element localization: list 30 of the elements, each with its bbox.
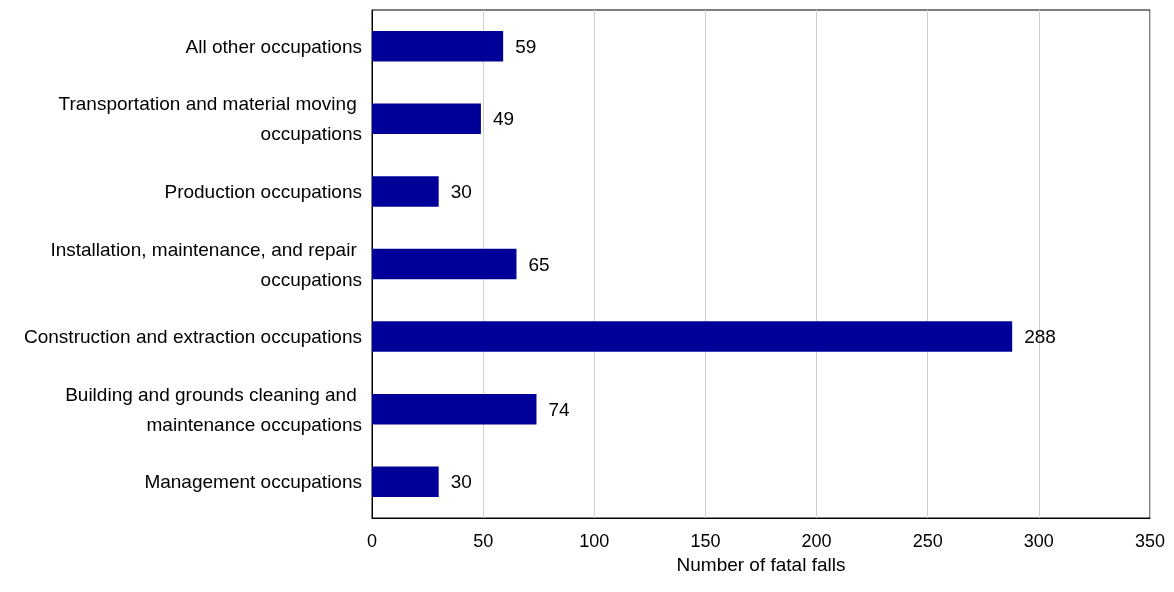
y-tick-label: All other occupations <box>185 35 362 57</box>
bar <box>372 248 517 280</box>
x-tick-label: 250 <box>912 531 943 551</box>
bar <box>372 31 504 62</box>
x-axis-title: Number of fatal falls <box>676 553 846 575</box>
bar <box>372 393 537 425</box>
bar <box>372 321 1013 352</box>
x-tick-label: 150 <box>690 531 721 551</box>
data-label: 65 <box>528 253 550 275</box>
x-tick-label: 200 <box>801 531 832 551</box>
x-tick-label: 100 <box>579 531 610 551</box>
y-tick-label: Management occupations <box>144 471 362 493</box>
data-label: 30 <box>450 471 472 493</box>
y-tick-label: Construction and extraction occupations <box>24 326 362 348</box>
data-label: 59 <box>515 35 537 57</box>
y-tick-label: Installation, maintenance, and repair occupations <box>50 238 362 290</box>
x-tick-label: 50 <box>473 531 494 551</box>
data-label: 288 <box>1024 326 1056 348</box>
data-label: 49 <box>492 108 515 130</box>
data-label: 74 <box>548 398 571 420</box>
y-tick-label: Production occupations <box>164 180 362 202</box>
y-tick-label: Transportation and material moving occupations <box>58 93 362 145</box>
x-tick-label: 0 <box>366 531 378 551</box>
x-tick-label: 300 <box>1023 531 1054 551</box>
bar <box>372 103 481 135</box>
y-tick-label: Building and grounds cleaning and maintenance occupations <box>65 383 362 435</box>
bar <box>372 176 439 207</box>
bar <box>372 466 439 497</box>
data-label: 30 <box>450 180 472 202</box>
x-tick-label: 350 <box>1134 531 1166 551</box>
